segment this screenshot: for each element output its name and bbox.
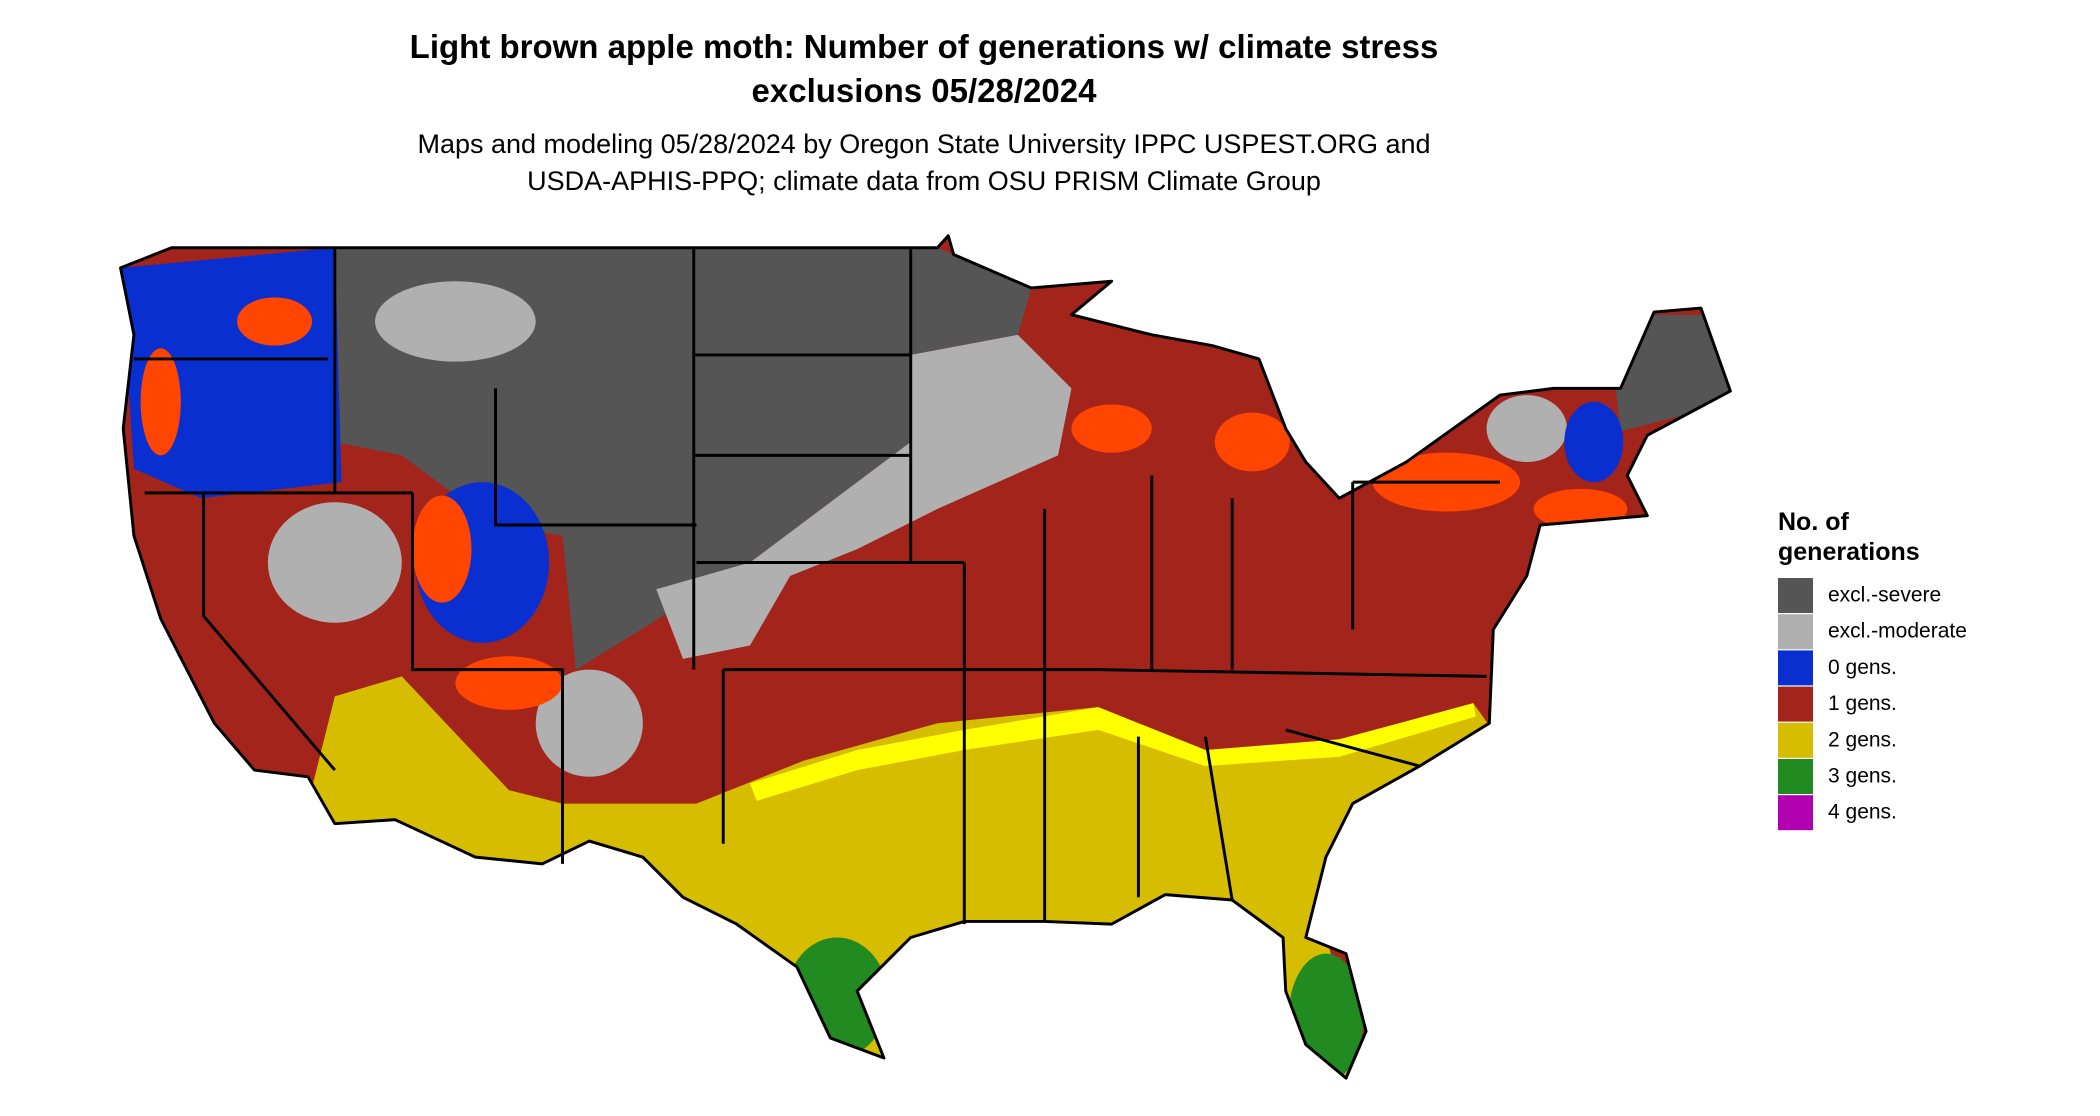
- legend-label: excl.-moderate: [1828, 620, 1967, 643]
- legend-swatch: [1778, 614, 1813, 650]
- region-excl-moderate: [375, 281, 536, 362]
- legend: No. of generations excl.-severe excl.-mod…: [1778, 508, 1967, 831]
- legend-label: 0 gens.: [1828, 656, 1897, 679]
- map-title: Light brown apple moth: Number of genera…: [410, 28, 1439, 65]
- legend-swatch: [1778, 759, 1813, 794]
- region-excl-moderate: [656, 334, 1072, 659]
- legend-swatch: [1778, 650, 1813, 686]
- state-border: [119, 234, 1732, 1080]
- legend-swatch: [1778, 722, 1813, 758]
- region-excl-severe: [171, 247, 1032, 670]
- legend-label: 4 gens.: [1828, 801, 1897, 824]
- legend-label: 3 gens.: [1828, 765, 1897, 788]
- region-excl-moderate: [267, 502, 402, 623]
- legend-swatch: [1778, 795, 1813, 831]
- map: [119, 234, 1732, 1102]
- map-subtitle: Maps and modeling 05/28/2024 by Oregon S…: [417, 129, 1430, 159]
- region-0-gen: [1564, 401, 1624, 483]
- region-4-gen: [1315, 1081, 1363, 1102]
- legend-swatch: [1778, 578, 1813, 613]
- legend-label: excl.-severe: [1828, 584, 1941, 607]
- region-2-gen-margin: [750, 703, 1476, 801]
- map-title: exclusions 05/28/2024: [752, 72, 1098, 109]
- legend-label: 1 gens.: [1828, 692, 1897, 715]
- map-subtitle: USDA-APHIS-PPQ; climate data from OSU PR…: [527, 166, 1321, 196]
- legend-title: generations: [1778, 538, 1920, 566]
- state-borders: [119, 234, 1732, 1080]
- legend-swatch: [1778, 686, 1813, 722]
- legend-label: 2 gens.: [1828, 728, 1897, 751]
- region-excl-moderate: [1486, 395, 1567, 463]
- legend-title: No. of: [1778, 508, 1849, 536]
- state-border: [133, 247, 1501, 925]
